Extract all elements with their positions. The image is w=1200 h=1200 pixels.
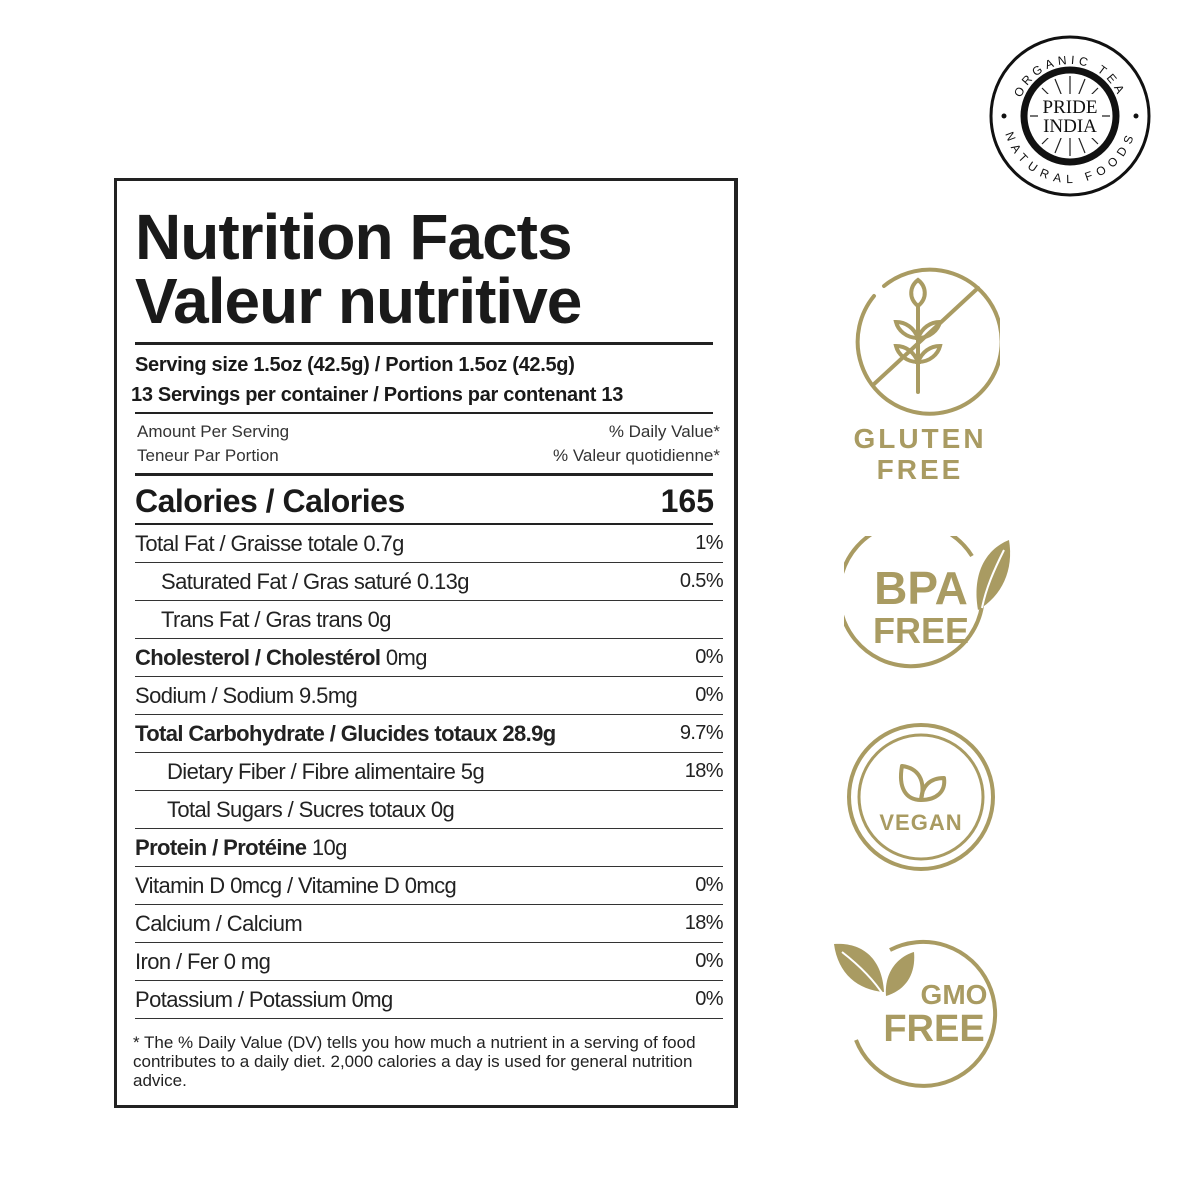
daily-value-percent: 18% bbox=[684, 912, 724, 934]
nutrition-facts-label: Nutrition Facts Valeur nutritive Serving… bbox=[114, 178, 738, 1108]
footnote: * The % Daily Value (DV) tells you how m… bbox=[133, 1033, 696, 1090]
leaf-icon bbox=[844, 536, 1011, 669]
gluten-free-badge: GLUTEN FREE bbox=[840, 258, 1004, 488]
nutrient-label-text: Total Fat / Graisse totale 0.7g bbox=[135, 530, 404, 556]
sprout-icon bbox=[847, 723, 995, 871]
bpa-free-badge: BPA FREE bbox=[844, 536, 1014, 686]
daily-value-en: % Daily Value* bbox=[608, 422, 720, 441]
nutrient-label-text: 0mg bbox=[380, 644, 428, 670]
nutrient-label-text: Dietary Fiber / Fibre alimentaire 5g bbox=[167, 758, 485, 784]
nutrient-label: Total Fat / Graisse totale 0.7g bbox=[135, 531, 404, 557]
nutrient-label: Total Sugars / Sucres totaux 0g bbox=[135, 796, 455, 823]
daily-value-percent: 0% bbox=[695, 988, 723, 1010]
serving-size: Serving size 1.5oz (42.5g) / Portion 1.5… bbox=[135, 354, 575, 376]
divider bbox=[135, 342, 713, 345]
nutrient-label: Cholesterol / Cholestérol 0mg bbox=[135, 644, 428, 671]
nutrient-row: Total Carbohydrate / Glucides totaux 28.… bbox=[135, 715, 724, 753]
nutrient-row: Saturated Fat / Gras saturé 0.13g 0.5% bbox=[135, 563, 724, 601]
nutrient-row: Vitamin D 0mcg / Vitamine D 0mcg 0% bbox=[135, 867, 724, 905]
leaves-icon bbox=[834, 939, 998, 1088]
nutrient-row: Cholesterol / Cholestérol 0mg 0% bbox=[135, 639, 724, 677]
divider bbox=[135, 412, 713, 414]
nutrient-label-text: Saturated Fat / Gras saturé 0.13g bbox=[161, 568, 470, 594]
nutrient-row: Potassium / Potassium 0mg 0% bbox=[135, 981, 724, 1019]
gmo-line1: GMO bbox=[920, 979, 988, 1010]
nutrient-label-text: Vitamin D 0mcg / Vitamine D 0mcg bbox=[135, 872, 457, 898]
bpa-line1: BPA bbox=[874, 562, 968, 614]
nutrient-label-text: Calcium / Calcium bbox=[135, 910, 303, 936]
divider bbox=[135, 523, 713, 525]
nutrient-row: Sodium / Sodium 9.5mg 0% bbox=[135, 677, 724, 715]
nutrient-label: Iron / Fer 0 mg bbox=[135, 948, 271, 975]
nutrient-label-text: Potassium / Potassium 0mg bbox=[135, 986, 393, 1012]
nutrient-label: Calcium / Calcium bbox=[135, 910, 303, 937]
daily-value-percent: 0.5% bbox=[679, 570, 724, 592]
nutrient-label-text: Total Sugars / Sucres totaux 0g bbox=[167, 796, 455, 822]
calories-value: 165 bbox=[660, 483, 714, 519]
pride-of-india-logo: PRIDE INDIA ORGANIC TEA NATURAL FOODS bbox=[988, 34, 1152, 198]
nutrient-label: Total Carbohydrate / Glucides totaux 28.… bbox=[135, 721, 556, 747]
nutrient-label-bold: Cholesterol / Cholestérol bbox=[135, 644, 381, 670]
nutrient-label: Saturated Fat / Gras saturé 0.13g bbox=[135, 568, 470, 595]
wheat-crossed-icon bbox=[855, 267, 1004, 416]
gmo-free-badge: GMO FREE bbox=[830, 930, 1010, 1090]
nutrient-label-bold: Total Carbohydrate / Glucides totaux 28.… bbox=[135, 720, 556, 746]
nutrient-row: Dietary Fiber / Fibre alimentaire 5g 18% bbox=[135, 753, 724, 791]
daily-value-percent: 0% bbox=[695, 646, 723, 668]
nutrient-label: Vitamin D 0mcg / Vitamine D 0mcg bbox=[135, 872, 457, 899]
divider bbox=[135, 473, 713, 476]
nutrient-label: Trans Fat / Gras trans 0g bbox=[135, 606, 392, 633]
daily-value-percent: 18% bbox=[684, 760, 724, 782]
gluten-free-line2: FREE bbox=[876, 454, 964, 485]
calories-label: Calories / Calories bbox=[135, 483, 405, 519]
title-fr: Valeur nutritive bbox=[135, 265, 582, 337]
nutrient-label-text: Trans Fat / Gras trans 0g bbox=[161, 606, 392, 632]
svg-text:PRIDE: PRIDE bbox=[1043, 97, 1098, 118]
nutrient-row: Iron / Fer 0 mg 0% bbox=[135, 943, 724, 981]
nutrient-row: Calcium / Calcium 18% bbox=[135, 905, 724, 943]
nutrient-label: Sodium / Sodium 9.5mg bbox=[135, 682, 358, 709]
amount-per-serving-fr: Teneur Par Portion bbox=[137, 446, 279, 465]
vegan-text: VEGAN bbox=[879, 810, 963, 835]
daily-value-fr: % Valeur quotidienne* bbox=[553, 446, 720, 465]
nutrient-label-text: 10g bbox=[306, 834, 348, 860]
amount-per-serving-en: Amount Per Serving bbox=[137, 422, 290, 441]
daily-value-percent: 9.7% bbox=[679, 722, 724, 744]
nutrient-row: Total Fat / Graisse totale 0.7g 1% bbox=[135, 525, 724, 563]
gluten-free-line1: GLUTEN bbox=[853, 423, 987, 454]
nutrient-label: Protein / Protéine 10g bbox=[135, 835, 347, 861]
bpa-line2: FREE bbox=[872, 610, 969, 651]
title-en: Nutrition Facts bbox=[135, 201, 573, 273]
nutrient-label-bold: Protein / Protéine bbox=[135, 834, 307, 860]
svg-text:INDIA: INDIA bbox=[1043, 116, 1097, 137]
nutrient-row: Trans Fat / Gras trans 0g bbox=[135, 601, 723, 639]
daily-value-percent: 0% bbox=[695, 950, 723, 972]
nutrient-row: Protein / Protéine 10g bbox=[135, 829, 723, 867]
daily-value-percent: 1% bbox=[695, 532, 723, 554]
vegan-badge: VEGAN bbox=[846, 722, 996, 872]
nutrient-label: Dietary Fiber / Fibre alimentaire 5g bbox=[135, 758, 485, 785]
nutrient-label: Potassium / Potassium 0mg bbox=[135, 987, 393, 1013]
nutrient-row: Total Sugars / Sucres totaux 0g bbox=[135, 791, 723, 829]
daily-value-percent: 0% bbox=[695, 874, 723, 896]
daily-value-percent: 0% bbox=[695, 684, 723, 706]
servings-per-container: 13 Servings per container / Portions par… bbox=[131, 384, 624, 406]
nutrient-label-text: Iron / Fer 0 mg bbox=[135, 948, 271, 974]
gmo-line2: FREE bbox=[883, 1008, 985, 1050]
nutrient-label-text: Sodium / Sodium 9.5mg bbox=[135, 682, 358, 708]
